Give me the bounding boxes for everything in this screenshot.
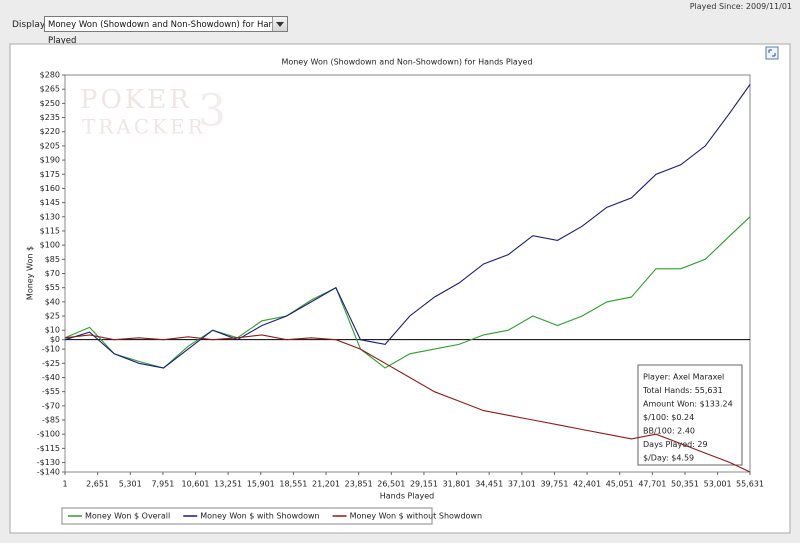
x-tick-label: 21,201 — [312, 480, 340, 489]
stats-box — [637, 364, 743, 466]
y-tick-label: -$40 — [42, 373, 60, 382]
y-tick-label: -$140 — [37, 468, 60, 477]
stat-line: Days Played: 29 — [643, 440, 708, 449]
x-tick-label: 53,001 — [704, 480, 732, 489]
y-tick-label: -$115 — [37, 444, 60, 453]
stat-line: Total Hands: 55,631 — [642, 386, 723, 395]
y-tick-label: $85 — [45, 255, 60, 264]
x-tick-label: 7,951 — [151, 480, 174, 489]
y-tick-label: -$10 — [42, 345, 60, 354]
legend — [61, 507, 433, 525]
watermark: TRACKER — [82, 115, 206, 139]
x-tick-label: 55,631 — [736, 480, 764, 489]
y-tick-label: $160 — [40, 184, 60, 193]
x-tick-label: 47,701 — [638, 480, 666, 489]
y-tick-label: -$100 — [37, 430, 60, 439]
x-tick-label: 34,451 — [475, 480, 503, 489]
dropdown-button[interactable] — [272, 17, 287, 31]
x-tick-label: 2,651 — [86, 480, 109, 489]
x-tick-label: 18,551 — [279, 480, 307, 489]
x-tick-label: 15,901 — [247, 480, 275, 489]
series-line — [64, 84, 751, 369]
x-axis-label: Hands Played — [380, 492, 434, 501]
y-tick-label: $115 — [40, 226, 60, 235]
x-tick-label: 29,151 — [410, 480, 438, 489]
played-since: Played Since: 2009/11/01 — [689, 2, 792, 11]
stat-line: $/100: $0.24 — [643, 413, 694, 422]
legend-label: Money Won $ Overall — [85, 512, 170, 521]
y-tick-label: $100 — [40, 241, 60, 250]
y-tick-label: -$25 — [42, 359, 60, 368]
y-tick-label: $280 — [40, 71, 60, 80]
y-tick-label: $190 — [40, 156, 60, 165]
x-tick-label: 45,051 — [606, 480, 634, 489]
x-tick-label: 37,101 — [508, 480, 536, 489]
zoom-button[interactable] — [765, 46, 779, 60]
watermark: POKER — [80, 85, 192, 115]
y-axis-label: Money Won $ — [26, 246, 35, 300]
y-tick-label: -$130 — [37, 458, 60, 467]
y-tick-label: $250 — [40, 99, 60, 108]
stat-line: Amount Won: $133.24 — [643, 400, 733, 409]
watermark: 3 — [198, 86, 226, 137]
x-tick-label: 10,601 — [182, 480, 210, 489]
series-line — [64, 216, 751, 369]
x-tick-label: 39,751 — [540, 480, 568, 489]
y-tick-label: $70 — [45, 269, 60, 278]
chart-title: Money Won (Showdown and Non-Showdown) fo… — [281, 58, 532, 67]
x-tick-label: 42,401 — [573, 480, 601, 489]
y-tick-label: $0 — [50, 335, 60, 344]
y-tick-label: $235 — [40, 113, 60, 122]
stat-line: $/Day: $4.59 — [643, 454, 694, 463]
display-select[interactable]: Money Won (Showdown and Non-Showdown) fo… — [44, 16, 288, 46]
x-tick-label: 23,851 — [345, 480, 373, 489]
legend-label: Money Won $ without Showdown — [350, 512, 482, 521]
series-line — [64, 334, 751, 473]
y-tick-label: $25 — [45, 312, 60, 321]
stat-line: Player: Axel Maraxel — [643, 373, 724, 382]
legend-label: Money Won $ with Showdown — [200, 512, 319, 521]
y-tick-label: $145 — [40, 198, 60, 207]
select-value: Money Won (Showdown and Non-Showdown) fo… — [48, 20, 284, 46]
x-tick-label: 26,501 — [377, 480, 405, 489]
y-tick-label: $10 — [45, 326, 60, 335]
x-tick-label: 5,301 — [119, 480, 142, 489]
x-tick-label: 13,251 — [214, 480, 242, 489]
y-tick-label: -$55 — [42, 387, 60, 396]
y-tick-label: -$70 — [42, 401, 60, 410]
y-tick-label: $265 — [40, 85, 60, 94]
x-tick-label: 1 — [62, 480, 67, 489]
y-tick-label: $55 — [45, 283, 60, 292]
y-tick-label: -$85 — [42, 416, 60, 425]
x-tick-label: 31,801 — [443, 480, 471, 489]
y-tick-label: $220 — [40, 127, 60, 136]
y-tick-label: $205 — [40, 141, 60, 150]
x-tick-label: 50,351 — [671, 480, 699, 489]
y-tick-label: $175 — [40, 170, 60, 179]
zoom-icon — [768, 49, 776, 57]
stat-line: BB/100: 2.40 — [643, 427, 695, 436]
y-tick-label: $130 — [40, 212, 60, 221]
y-tick-label: $40 — [45, 297, 60, 306]
display-label: Display: — [12, 20, 48, 30]
